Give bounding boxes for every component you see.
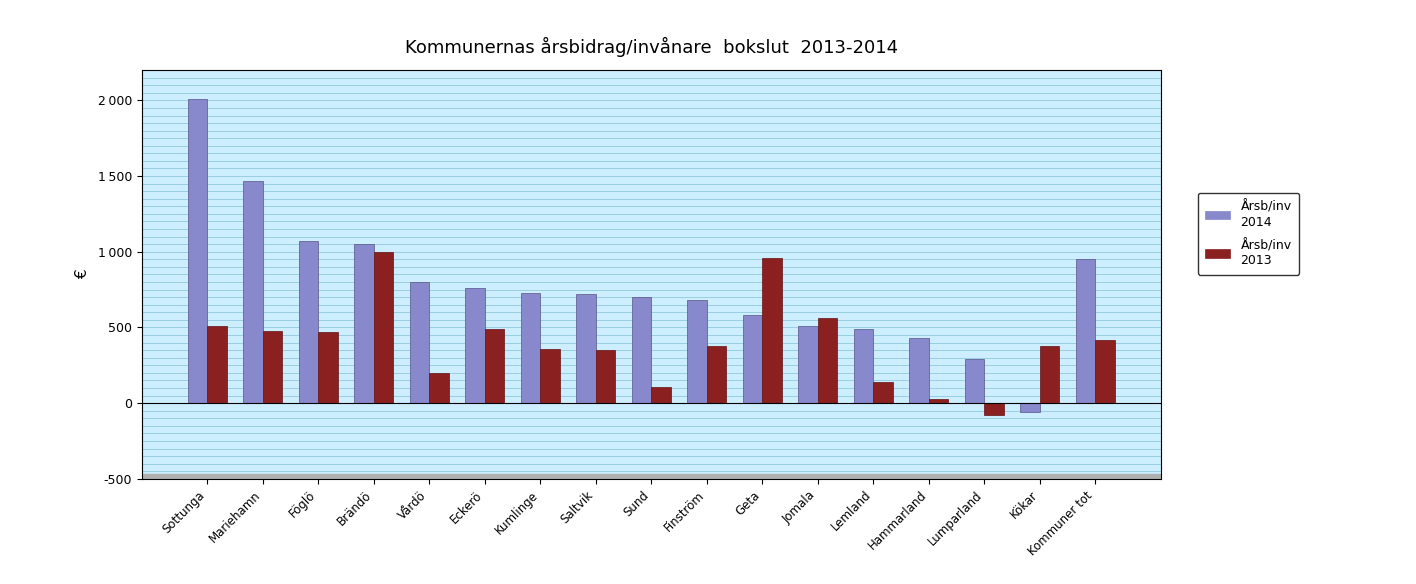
Bar — [687, 300, 707, 403]
Bar — [263, 331, 282, 403]
Bar — [799, 326, 818, 403]
Bar — [207, 326, 227, 403]
Bar — [188, 99, 207, 403]
Bar — [984, 403, 1004, 415]
Bar — [632, 297, 651, 403]
Bar — [818, 318, 837, 403]
Bar — [576, 294, 596, 403]
Bar — [596, 350, 616, 403]
Bar — [521, 293, 541, 403]
Bar — [1076, 259, 1096, 403]
Bar — [874, 382, 892, 403]
Bar — [541, 349, 559, 403]
Bar — [1039, 346, 1059, 403]
Bar — [762, 258, 782, 403]
Bar — [743, 315, 762, 403]
Bar — [1096, 339, 1114, 403]
Bar — [299, 241, 319, 403]
Legend: Årsb/inv
2014, Årsb/inv
2013: Årsb/inv 2014, Årsb/inv 2013 — [1198, 193, 1298, 274]
Bar — [929, 399, 949, 403]
Bar — [374, 252, 394, 403]
Bar — [354, 244, 374, 403]
Bar — [484, 329, 504, 403]
Bar — [651, 387, 671, 403]
Bar — [142, 474, 1161, 479]
Y-axis label: €: € — [75, 270, 91, 279]
Bar — [429, 373, 449, 403]
Bar — [411, 282, 429, 403]
Bar — [909, 338, 929, 403]
Bar — [854, 329, 874, 403]
Bar — [707, 346, 726, 403]
Bar — [1021, 403, 1039, 412]
Bar — [466, 288, 484, 403]
Title: Kommunernas årsbidrag/invånare  bokslut  2013-2014: Kommunernas årsbidrag/invånare bokslut 2… — [405, 37, 898, 57]
Bar — [319, 332, 338, 403]
Bar — [964, 359, 984, 403]
Bar — [244, 180, 263, 403]
